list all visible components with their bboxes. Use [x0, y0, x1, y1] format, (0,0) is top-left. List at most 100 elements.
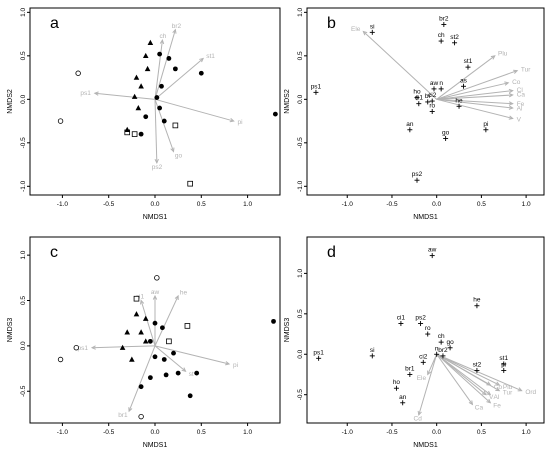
x-tick-label: 0.5: [477, 201, 486, 208]
site-label: ro: [425, 325, 431, 332]
x-axis-label: NMDS1: [413, 214, 438, 221]
vector-arrow: [140, 300, 156, 347]
site-point-filled-circle: [161, 357, 167, 362]
vector-label: Fe: [517, 101, 525, 108]
vector-label: Co: [512, 79, 521, 86]
vector-arrowhead: [508, 88, 514, 94]
x-tick-label: -0.5: [386, 201, 398, 208]
y-tick-label: 0.0: [297, 94, 304, 103]
site-point-filled-circle: [163, 372, 169, 378]
vector-arrowhead: [93, 91, 99, 96]
vector-arrowhead: [140, 299, 145, 305]
vector-label: pi: [238, 119, 243, 126]
site-label: st2: [450, 34, 459, 41]
site-point-triangle: [124, 126, 131, 132]
vector-arrowhead: [128, 407, 133, 413]
x-tick-label: 1.0: [243, 201, 252, 208]
site-point-open-square: [133, 295, 140, 302]
site-point-filled-circle: [194, 370, 200, 376]
vector-label: Cl: [517, 87, 524, 94]
vector-label: Al: [517, 105, 523, 112]
site-point-filled-circle: [160, 325, 165, 331]
x-tick-label: 0.0: [432, 429, 441, 436]
vector-arrow: [436, 82, 509, 100]
vector-arrowhead: [508, 115, 514, 120]
vector-label: Tur: [521, 66, 531, 73]
vector-label: Plu: [503, 384, 513, 391]
vector-arrowhead: [362, 30, 368, 36]
plot-frame: [306, 236, 545, 424]
site-label: ch: [438, 32, 445, 39]
vector-arrow: [154, 345, 230, 365]
x-tick-label: -0.5: [386, 429, 398, 436]
vector-arrowhead: [172, 28, 177, 34]
x-tick-label: 0.0: [150, 201, 159, 208]
x-tick-label: 0.5: [197, 201, 206, 208]
vector-arrowhead: [486, 398, 492, 404]
vector-arrowhead: [486, 390, 492, 396]
site-point-open-circle: [154, 275, 160, 281]
y-tick-label: -1.0: [20, 180, 27, 192]
y-tick-label: 0.0: [20, 341, 27, 350]
x-tick-label: -1.0: [57, 429, 69, 436]
site-label: st1: [464, 58, 473, 65]
site-label: si: [370, 347, 375, 354]
site-point-open-square: [172, 122, 179, 129]
x-tick-label: 1.0: [243, 429, 252, 436]
site-point-triangle: [131, 93, 138, 99]
site-point-open-circle: [75, 70, 81, 76]
site-point-open-square: [166, 338, 172, 345]
site-label: br: [425, 93, 432, 100]
x-tick-label: 1.0: [522, 429, 531, 436]
vector-arrow: [436, 90, 513, 100]
y-tick-label: 1.0: [20, 7, 27, 16]
vector-arrow: [436, 98, 513, 119]
site-point-filled-circle: [171, 350, 176, 356]
site-point-triangle: [138, 83, 144, 89]
vector-label: aw: [151, 289, 160, 296]
site-label: ch: [438, 333, 445, 340]
y-tick-label: 0.0: [20, 94, 27, 103]
vector-label: ps1: [78, 345, 89, 352]
panel-c: c -1.0 -0.5 0.0 0.5 1.0 -0.5 0.0 0.5 1.0 NMDS1 NMDS…: [7, 236, 281, 449]
x-tick-label: 0.0: [432, 201, 441, 208]
site-label: ci2: [419, 353, 428, 360]
site-point-filled-circle: [154, 95, 160, 100]
site-label: pi: [483, 121, 488, 128]
y-tick-label: -0.5: [297, 137, 304, 149]
site-label: ci1: [397, 315, 406, 322]
site-label: ps1: [313, 349, 324, 356]
y-tick-label: 0.5: [20, 296, 27, 305]
vector-arrowhead: [152, 294, 158, 300]
vector-label: Ca: [517, 92, 526, 99]
site-label: n: [435, 345, 439, 352]
vector-arrow: [154, 345, 186, 372]
vector-arrow: [154, 295, 179, 347]
vector-label: ps2: [152, 164, 163, 171]
site-point-filled-circle: [159, 83, 164, 89]
y-tick-label: -0.5: [20, 137, 27, 149]
vector-arrowhead: [517, 387, 523, 392]
vector-arrowhead: [427, 370, 432, 376]
vector-arrow: [154, 29, 176, 100]
vector-arrow: [436, 353, 500, 386]
vector-arrowhead: [508, 92, 514, 98]
site-point-filled-circle: [166, 56, 172, 61]
site-point-triangle: [133, 311, 140, 317]
site-label: ps1: [311, 83, 322, 90]
site-label: pi: [501, 361, 506, 368]
vector-arrow: [436, 353, 491, 404]
y-tick-label: 0.5: [297, 309, 304, 318]
site-point-triangle: [129, 356, 135, 362]
y-tick-label: 1.0: [297, 268, 304, 277]
x-tick-label: -1.0: [57, 201, 69, 208]
vector-label: ci1: [136, 294, 145, 301]
site-point-filled-circle: [175, 370, 181, 376]
vector-label: st1: [206, 53, 215, 60]
vector-arrowhead: [199, 57, 205, 63]
site-label: go: [442, 129, 450, 136]
x-axis-label: NMDS1: [413, 442, 438, 449]
site-point-filled-circle: [198, 70, 204, 76]
x-axis-label: NMDS1: [143, 214, 168, 221]
site-point-triangle: [142, 52, 149, 59]
